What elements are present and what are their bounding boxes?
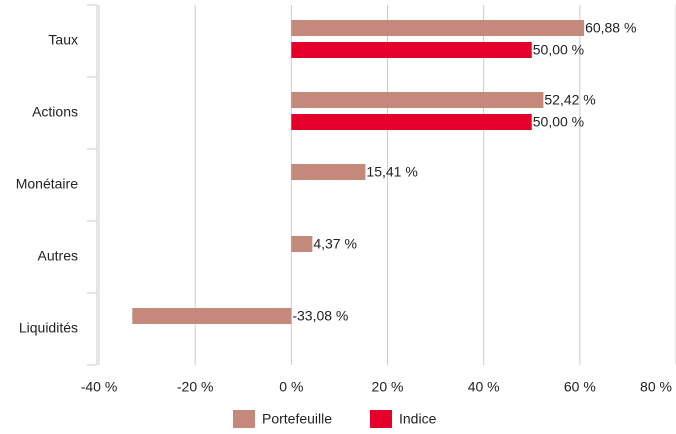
legend-swatch (233, 410, 255, 428)
x-tick-label: 60 % (564, 379, 596, 395)
y-tick-label: Taux (48, 32, 78, 48)
bar (291, 114, 532, 130)
x-tick-label: -40 % (81, 379, 118, 395)
y-tick-label: Liquidités (19, 320, 78, 336)
value-label: 60,88 % (585, 20, 636, 36)
y-tick-label: Monétaire (16, 176, 78, 192)
x-tick-label: 20 % (372, 379, 404, 395)
x-tick-label: 40 % (468, 379, 500, 395)
bar (291, 20, 585, 36)
bar (291, 92, 544, 108)
bar (132, 308, 292, 324)
y-tick-label: Actions (32, 104, 78, 120)
x-tick-label: 0 % (279, 379, 303, 395)
legend-label: Indice (399, 411, 437, 427)
value-label: 52,42 % (544, 92, 595, 108)
value-label: 15,41 % (366, 164, 417, 180)
value-label: 4,37 % (313, 236, 357, 252)
bar (291, 164, 366, 180)
legend-label: Portefeuille (262, 411, 332, 427)
value-label: 50,00 % (533, 114, 584, 130)
x-tick-label: 80 % (640, 379, 672, 395)
y-tick-label: Autres (38, 248, 78, 264)
legend-swatch (370, 410, 392, 428)
bar (291, 42, 532, 58)
value-label: 50,00 % (533, 42, 584, 58)
value-label: -33,08 % (292, 308, 348, 324)
x-tick-label: -20 % (177, 379, 214, 395)
bar (291, 236, 313, 252)
